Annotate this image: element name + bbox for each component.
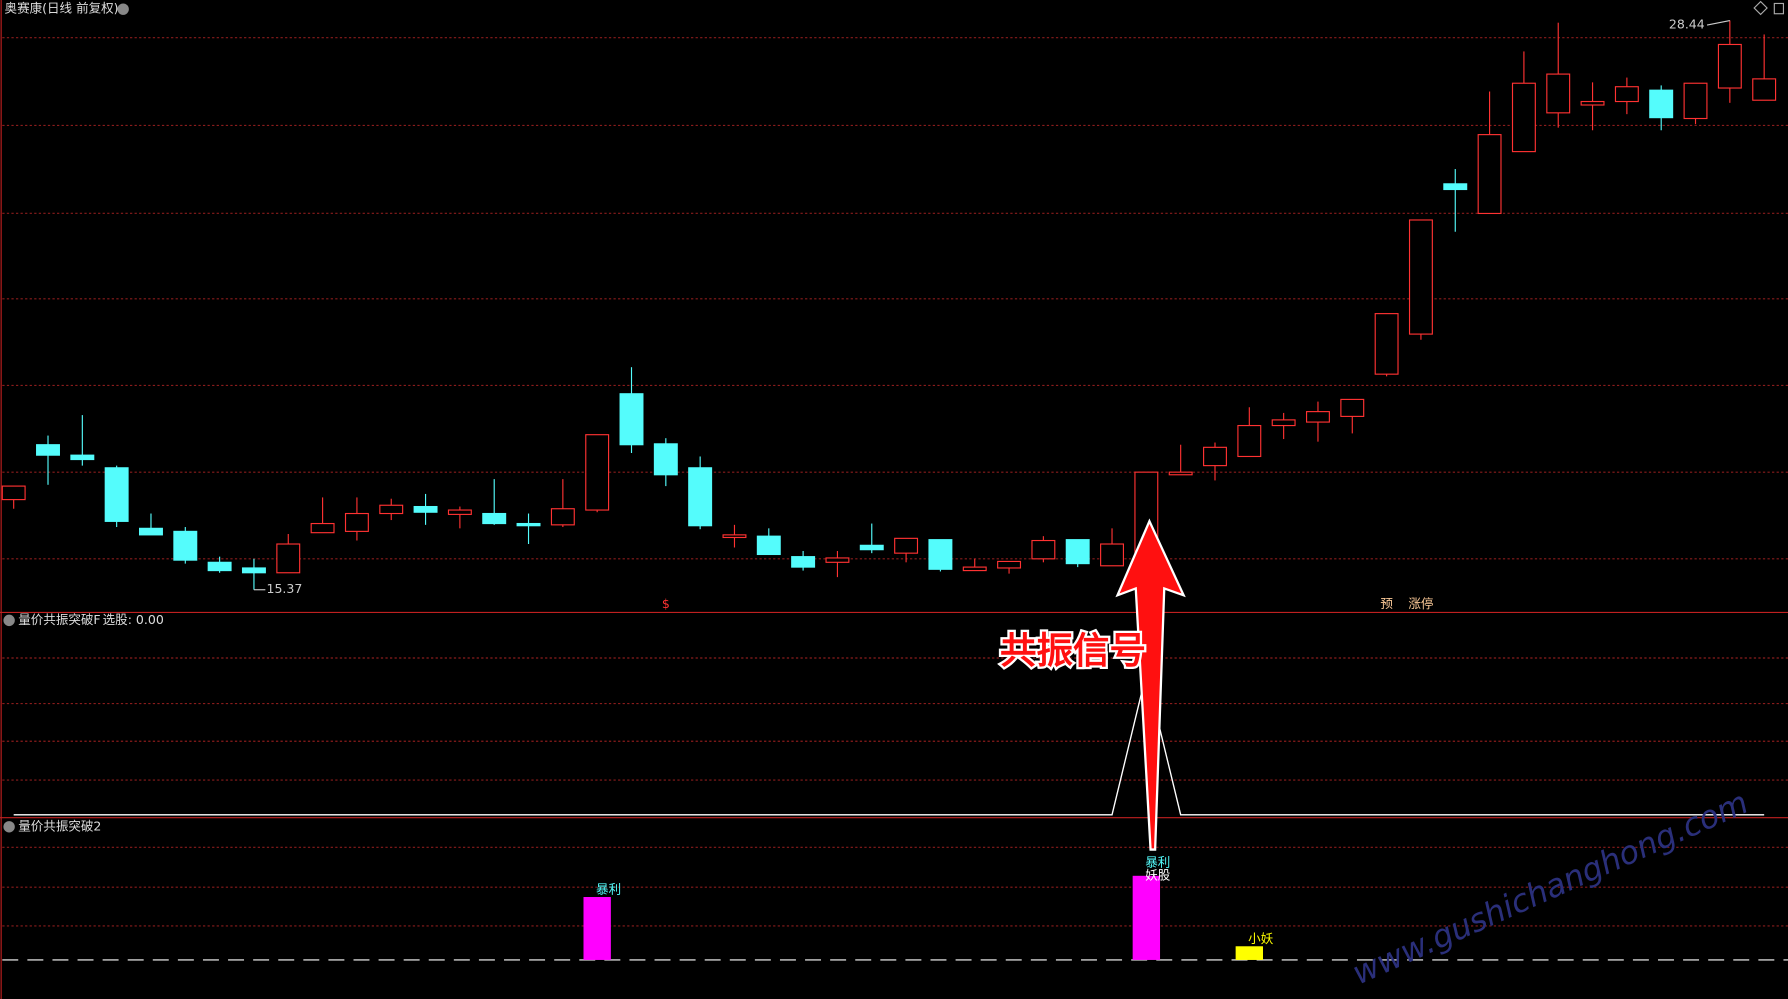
candle-body bbox=[1443, 183, 1468, 191]
candle-body bbox=[825, 557, 850, 563]
candle-body bbox=[791, 556, 816, 568]
candle-body bbox=[1065, 539, 1090, 565]
candle-body bbox=[1614, 86, 1639, 103]
candle-body bbox=[722, 534, 747, 539]
signal-label: 妖股 bbox=[1145, 867, 1171, 882]
candle-body bbox=[1237, 424, 1262, 458]
candle-body bbox=[619, 393, 644, 446]
candle-body bbox=[1717, 43, 1742, 89]
candle-body bbox=[550, 508, 575, 526]
candle-body bbox=[1203, 446, 1227, 467]
chart-title: 奥赛康(日线 前复权) bbox=[5, 1, 119, 16]
candle-body bbox=[928, 539, 953, 570]
signal-label: 涨停 bbox=[1408, 596, 1433, 611]
candle-body bbox=[173, 530, 198, 561]
candle-body bbox=[70, 454, 95, 461]
candle-body bbox=[1511, 82, 1536, 153]
menu-icon[interactable] bbox=[117, 3, 129, 15]
plot-area: 15.3728.44$ 预涨停暴利暴利妖股小妖 bbox=[1, 17, 1788, 961]
bar bbox=[583, 897, 611, 960]
candle-body bbox=[104, 467, 129, 522]
candle-body bbox=[1374, 313, 1399, 375]
candle-body bbox=[1408, 219, 1433, 335]
callout: 共振信号 bbox=[1000, 629, 1146, 672]
candle-body bbox=[482, 512, 507, 525]
high-label: 28.44 bbox=[1669, 17, 1705, 32]
candle-body bbox=[859, 544, 884, 551]
arrow bbox=[1115, 518, 1186, 851]
bar bbox=[1132, 875, 1161, 960]
candle-body bbox=[997, 560, 1022, 569]
panel-title: 量价共振突破2 bbox=[18, 818, 101, 833]
panel-title: 量价共振突破F bbox=[18, 612, 100, 627]
bar bbox=[1235, 946, 1264, 960]
candle-body bbox=[1340, 398, 1365, 417]
signal-label: 预 bbox=[1380, 596, 1393, 611]
candle-body bbox=[756, 535, 781, 556]
candle-body bbox=[1546, 73, 1571, 114]
signal-label: 小妖 bbox=[1248, 931, 1274, 946]
candle-body bbox=[1683, 82, 1708, 120]
candle-body bbox=[1031, 539, 1056, 560]
candle-body bbox=[1, 485, 26, 501]
candle-body bbox=[241, 567, 266, 574]
candle-body bbox=[1271, 419, 1296, 427]
toolbar-icon[interactable] bbox=[1753, 0, 1768, 16]
candle-body bbox=[413, 505, 438, 513]
candle-body bbox=[1752, 78, 1777, 101]
menu-icon[interactable] bbox=[3, 821, 15, 833]
candle-body bbox=[1305, 411, 1330, 423]
menu-icon[interactable] bbox=[3, 614, 15, 627]
candle-body bbox=[379, 504, 404, 515]
candle-body bbox=[344, 512, 369, 532]
candle-body bbox=[894, 537, 919, 554]
candle-body bbox=[585, 434, 610, 511]
candle-body bbox=[36, 444, 60, 456]
candle-body bbox=[516, 522, 541, 527]
candle-body bbox=[1580, 100, 1605, 106]
candle-body bbox=[962, 566, 987, 572]
signal-label: $ bbox=[662, 596, 670, 611]
candle-body bbox=[276, 543, 301, 574]
candle-body bbox=[207, 561, 232, 572]
low-label: 15.37 bbox=[266, 581, 302, 596]
candle-body bbox=[447, 509, 472, 515]
candle-body bbox=[688, 467, 713, 527]
candle-body bbox=[310, 522, 335, 534]
candle-body bbox=[653, 443, 678, 476]
toolbar-icon[interactable] bbox=[1773, 2, 1785, 15]
candle-body bbox=[1168, 471, 1193, 476]
signal-line bbox=[13, 673, 1765, 816]
candle-body bbox=[1100, 543, 1124, 567]
candle-body bbox=[139, 527, 163, 536]
signal-label: 暴利 bbox=[596, 882, 621, 897]
candle-body bbox=[1477, 134, 1502, 215]
candle-body bbox=[1649, 89, 1674, 119]
signal-label: 暴利 bbox=[1145, 855, 1170, 870]
high-pointer bbox=[1706, 19, 1730, 26]
panel-value: 选股: 0.00 bbox=[103, 612, 164, 627]
